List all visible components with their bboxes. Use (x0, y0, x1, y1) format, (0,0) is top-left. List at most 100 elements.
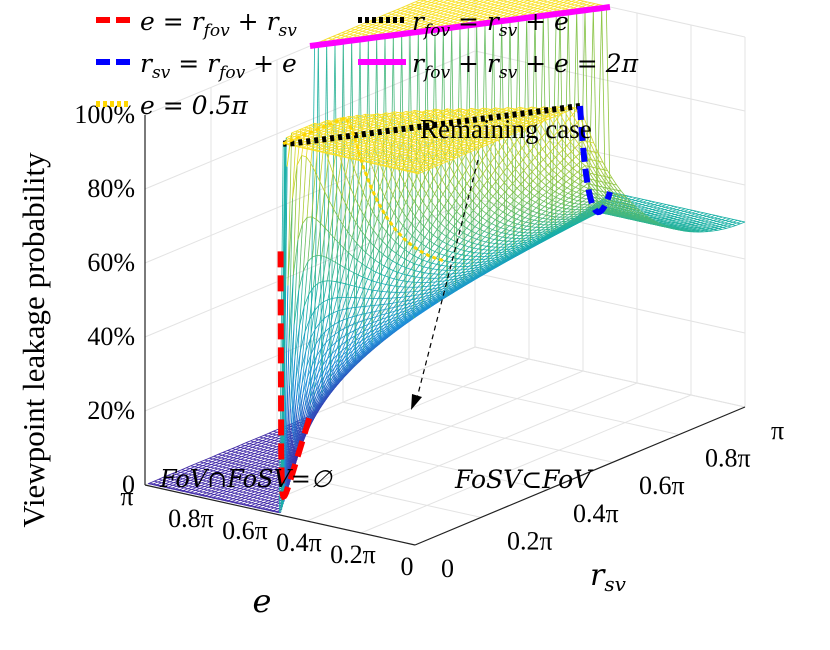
mesh-segment (439, 0, 445, 2)
mesh-segment (399, 27, 404, 29)
mesh-segment (159, 485, 164, 488)
mesh-segment (259, 489, 264, 492)
mesh-segment (386, 28, 392, 32)
mesh-segment (441, 17, 447, 20)
mesh-segment (271, 475, 276, 479)
mesh-segment (272, 496, 278, 500)
mesh-segment (409, 286, 414, 293)
mesh-segment (231, 472, 237, 476)
mesh-segment (419, 271, 425, 274)
mesh-segment (205, 483, 210, 485)
mesh-segment (178, 478, 184, 482)
mesh-segment (398, 28, 404, 31)
mesh-segment (238, 465, 244, 468)
mesh-segment (455, 0, 461, 3)
mesh-segment (172, 473, 177, 475)
mesh-segment (359, 142, 365, 146)
mesh-segment (172, 471, 178, 474)
mesh-segment (349, 31, 355, 35)
mesh-segment (224, 484, 229, 487)
mesh-segment (166, 487, 171, 490)
grid-line (408, 374, 680, 436)
mesh-segment (374, 146, 380, 149)
grid-line (474, 50, 746, 112)
mesh-segment (252, 485, 257, 487)
mesh-segment (197, 467, 203, 471)
mesh-segment (366, 29, 371, 33)
mesh-segment (360, 22, 366, 26)
mesh-segment (246, 452, 251, 456)
mesh-segment (300, 126, 306, 130)
mesh-segment (347, 307, 353, 319)
grid-line (474, 198, 746, 260)
mesh-segment (275, 435, 281, 439)
mesh-segment (177, 471, 181, 473)
mesh-segment (349, 269, 354, 274)
mesh-segment (383, 13, 389, 16)
mesh-segment (271, 451, 276, 453)
mesh-segment (264, 485, 269, 489)
mesh-segment (398, 279, 404, 282)
mesh-segment (332, 144, 336, 147)
mesh-segment (395, 26, 400, 29)
mesh-segment (241, 504, 246, 506)
mesh-segment (439, 10, 445, 14)
mesh-segment (321, 228, 326, 256)
mesh-segment (400, 8, 406, 11)
mesh-segment (238, 450, 244, 454)
mesh-segment (228, 485, 233, 488)
mesh-segment (186, 489, 192, 492)
mesh-segment (450, 1, 456, 5)
mesh-segment (322, 119, 328, 123)
mesh-segment (443, 1, 448, 4)
mesh-segment (220, 470, 226, 473)
mesh-segment (189, 480, 195, 484)
mesh-segment (244, 445, 249, 447)
mesh-segment (193, 493, 197, 495)
mesh-segment (232, 460, 237, 462)
mesh-segment (431, 2, 436, 4)
mesh-segment (259, 499, 265, 503)
mesh-segment (226, 462, 232, 466)
mesh-segment (211, 462, 216, 465)
mesh-segment (425, 177, 431, 187)
mesh-segment (394, 159, 400, 163)
mesh-segment (411, 275, 417, 278)
mesh-segment (322, 280, 328, 282)
mesh-segment (213, 453, 219, 457)
mesh-segment (427, 0, 433, 3)
mesh-segment (256, 457, 262, 461)
mesh-segment (257, 442, 262, 444)
mesh-segment (424, 267, 429, 274)
mesh-segment (245, 442, 250, 445)
mesh-segment (190, 489, 196, 493)
mesh-segment (376, 140, 382, 144)
mesh-segment (198, 491, 204, 495)
mesh-segment (244, 443, 250, 446)
mesh-segment (186, 479, 191, 481)
mesh-segment (248, 470, 254, 474)
mesh-segment (358, 181, 364, 193)
mesh-segment (190, 478, 196, 481)
mesh-segment (384, 275, 390, 278)
mesh-segment (373, 246, 380, 251)
mesh-segment (230, 478, 236, 481)
mesh-segment (247, 446, 253, 450)
mesh-segment (175, 474, 181, 478)
mesh-segment (399, 10, 405, 14)
mesh-segment (239, 500, 245, 504)
mesh-segment (261, 443, 266, 445)
mesh-segment (267, 474, 273, 478)
mesh-segment (242, 489, 248, 493)
mesh-segment (256, 469, 262, 473)
mesh-segment (409, 152, 414, 155)
mesh-segment (264, 482, 270, 486)
mesh-segment (411, 145, 416, 149)
mesh-segment (234, 502, 239, 505)
mesh-segment (193, 481, 199, 485)
mesh-segment (204, 472, 209, 476)
mesh-segment (269, 454, 275, 458)
mesh-segment (259, 487, 265, 491)
mesh-segment (176, 473, 181, 476)
mesh-segment (391, 292, 397, 299)
